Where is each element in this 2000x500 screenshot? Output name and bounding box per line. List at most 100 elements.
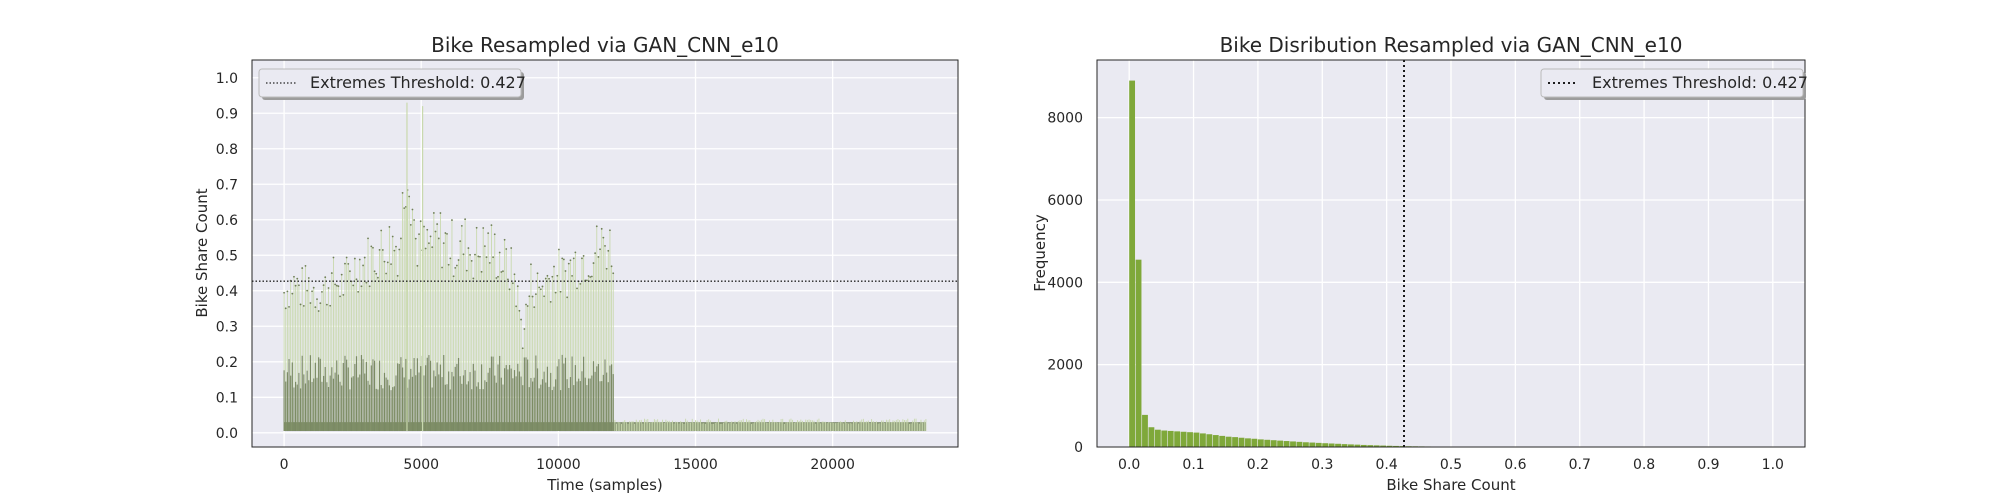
x-tick-label: 5000 bbox=[403, 457, 439, 473]
series-point bbox=[505, 248, 508, 250]
series-point bbox=[531, 295, 534, 298]
histogram-bar bbox=[1251, 438, 1258, 447]
y-tick-label: 1.0 bbox=[216, 71, 238, 87]
histogram-bar bbox=[1148, 427, 1155, 447]
series-point bbox=[500, 271, 503, 273]
series-point bbox=[325, 303, 328, 306]
series-point bbox=[585, 279, 588, 282]
series-point bbox=[393, 249, 396, 252]
histogram-bar bbox=[1322, 443, 1329, 447]
series-point bbox=[562, 258, 565, 261]
series-point bbox=[497, 275, 499, 278]
series-point bbox=[431, 246, 434, 249]
series-point bbox=[414, 237, 417, 240]
series-point bbox=[498, 251, 501, 254]
series-point bbox=[511, 282, 514, 285]
x-tick-label: 0.8 bbox=[1633, 457, 1655, 473]
series-point bbox=[409, 224, 412, 226]
histogram-bar bbox=[1373, 445, 1380, 447]
series-point bbox=[432, 212, 435, 214]
series-point bbox=[442, 242, 445, 245]
series-point bbox=[482, 227, 485, 229]
x-tick-label: 0.9 bbox=[1697, 457, 1719, 473]
series-point bbox=[423, 225, 425, 228]
histogram-bar bbox=[1206, 434, 1213, 447]
x-tick-label: 0.0 bbox=[1118, 457, 1140, 473]
legend-box bbox=[258, 68, 522, 98]
series-point bbox=[556, 274, 559, 277]
histogram-bar bbox=[1257, 439, 1264, 447]
series-point bbox=[513, 273, 516, 276]
series-point bbox=[363, 256, 366, 259]
series-point bbox=[533, 306, 536, 309]
histogram-bar bbox=[1199, 433, 1206, 447]
y-axis-label: Frequency bbox=[1031, 214, 1049, 292]
x-tick-label: 0.2 bbox=[1247, 457, 1269, 473]
histogram-bar bbox=[1277, 440, 1284, 447]
x-axis-label: Time (samples) bbox=[546, 476, 663, 494]
x-tick-label: 0.4 bbox=[1376, 457, 1398, 473]
series-point bbox=[293, 275, 295, 278]
series-point bbox=[317, 310, 320, 312]
series-point bbox=[536, 272, 539, 275]
x-tick-label: 20000 bbox=[810, 457, 855, 473]
series-point bbox=[475, 226, 478, 229]
histogram-bar bbox=[1348, 444, 1354, 447]
series-point bbox=[419, 220, 422, 223]
series-point bbox=[488, 262, 491, 264]
series-point bbox=[526, 305, 529, 307]
histogram-bar bbox=[1129, 80, 1136, 447]
series-point bbox=[403, 207, 406, 210]
series-point bbox=[309, 302, 312, 304]
histogram-bar bbox=[1290, 441, 1296, 447]
series-point bbox=[436, 223, 439, 225]
series-point bbox=[528, 295, 531, 298]
histogram-bar bbox=[1238, 437, 1245, 447]
y-tick-labels: 0.0 0.1 0.2 0.3 0.4 0.5 0.6 0.7 0.8 0.9 1.0 bbox=[216, 71, 238, 442]
x-tick-label: 0 bbox=[280, 457, 289, 473]
series-point bbox=[291, 292, 294, 295]
series-point bbox=[368, 285, 371, 288]
series-point bbox=[339, 295, 341, 298]
histogram-bar bbox=[1193, 432, 1200, 447]
histogram-bar bbox=[1219, 435, 1226, 447]
series-point bbox=[604, 245, 606, 247]
x-tick-label: 0.7 bbox=[1569, 457, 1591, 473]
y-tick-label: 0.9 bbox=[216, 106, 238, 122]
series-point bbox=[493, 233, 496, 236]
series-point bbox=[523, 328, 526, 330]
series-point bbox=[538, 286, 541, 289]
series-point bbox=[307, 277, 310, 279]
series-point bbox=[355, 278, 358, 281]
series-point bbox=[349, 270, 351, 273]
series-point bbox=[595, 225, 598, 228]
series-point bbox=[474, 253, 476, 256]
series-point bbox=[426, 228, 429, 231]
series-point bbox=[530, 263, 532, 266]
series-point bbox=[398, 248, 401, 251]
series-point bbox=[391, 235, 394, 238]
series-point bbox=[367, 237, 369, 240]
series-point bbox=[283, 291, 285, 294]
y-tick-label: 0.5 bbox=[216, 248, 238, 264]
series-point bbox=[544, 277, 547, 280]
series-point bbox=[340, 273, 343, 276]
series-point bbox=[495, 277, 498, 279]
series-point bbox=[444, 232, 447, 234]
histogram-bar bbox=[1154, 429, 1161, 447]
y-tick-label: 0.1 bbox=[216, 390, 238, 406]
series-point bbox=[332, 256, 335, 259]
series-point bbox=[600, 227, 603, 230]
series-point bbox=[543, 295, 546, 298]
series-point bbox=[469, 253, 471, 256]
legend-label: Extremes Threshold: 0.427 bbox=[310, 73, 526, 92]
series-marks bbox=[283, 102, 927, 432]
histogram-bar bbox=[1270, 440, 1277, 447]
series-point bbox=[418, 233, 420, 236]
series-point bbox=[396, 274, 399, 277]
series-point bbox=[567, 262, 570, 265]
histogram-bar bbox=[1380, 445, 1387, 447]
series-point bbox=[485, 256, 488, 258]
series-point bbox=[284, 307, 287, 310]
